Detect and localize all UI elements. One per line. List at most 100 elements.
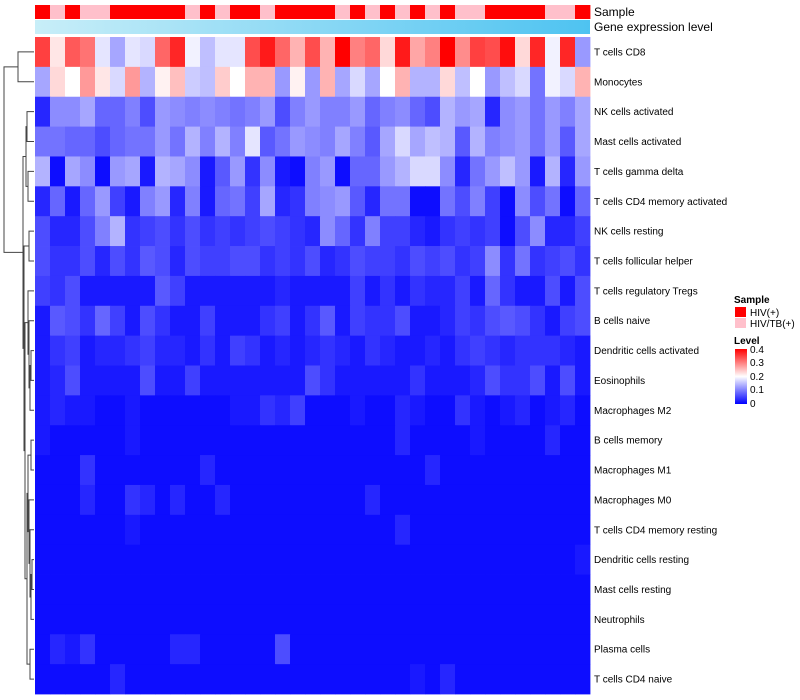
heatmap-cell	[95, 574, 111, 605]
heatmap-cell	[425, 216, 441, 247]
heatmap-cell	[530, 216, 546, 247]
heatmap-cell	[110, 574, 126, 605]
heatmap-cell	[230, 455, 246, 486]
heatmap-cell	[200, 156, 216, 187]
heatmap-cell	[50, 514, 66, 546]
heatmap-cell	[515, 216, 531, 247]
heatmap-cell	[140, 305, 156, 337]
heatmap-cell	[65, 425, 81, 456]
heatmap-cell	[380, 425, 396, 456]
heatmap-cell	[125, 664, 141, 695]
heatmap-cell	[350, 275, 366, 307]
heatmap-cell	[260, 186, 276, 217]
heatmap-cell	[485, 544, 501, 575]
heatmap-cell	[515, 66, 531, 98]
heatmap-cell	[365, 66, 381, 98]
heatmap-cell	[65, 484, 81, 516]
heatmap-cell	[50, 156, 66, 187]
heatmap-cell	[200, 305, 216, 337]
heatmap-cell	[125, 395, 141, 426]
heatmap-cell	[320, 246, 336, 277]
heatmap-cell	[260, 275, 276, 307]
heatmap-cell	[350, 156, 366, 187]
heatmap-cell	[110, 335, 126, 366]
heatmap-cell	[80, 664, 96, 695]
sample-cell	[185, 5, 201, 19]
heatmap-cell	[575, 664, 591, 695]
heatmap-cell	[440, 395, 456, 426]
heatmap-cell	[545, 246, 561, 277]
heatmap-cell	[560, 425, 576, 456]
row-label: Plasma cells	[594, 645, 650, 656]
sample-cell	[50, 5, 66, 19]
dendrogram-branch	[27, 170, 34, 202]
heatmap-cell	[425, 574, 441, 605]
heatmap-cell	[365, 544, 381, 575]
heatmap-cell	[320, 395, 336, 426]
heatmap-cell	[500, 634, 516, 665]
heatmap-cell	[245, 664, 261, 695]
heatmap-cell	[545, 335, 561, 366]
heatmap-cell	[320, 186, 336, 217]
heatmap-cell	[365, 425, 381, 456]
heatmap-cell	[155, 634, 171, 665]
heatmap-cell	[260, 37, 276, 68]
heatmap-cell	[425, 365, 441, 396]
heatmap-cell	[560, 455, 576, 486]
heatmap-cell	[260, 66, 276, 98]
heatmap-cell	[380, 395, 396, 426]
dendrogram-branch	[26, 111, 34, 143]
heatmap-cell	[245, 216, 261, 247]
heatmap-cell	[170, 664, 186, 695]
heatmap-cell	[485, 37, 501, 68]
heatmap-cell	[410, 514, 426, 546]
heatmap-cell	[545, 156, 561, 187]
heatmap-cell	[380, 484, 396, 516]
heatmap-cell	[575, 544, 591, 575]
heatmap-cell	[530, 246, 546, 277]
heatmap-cell	[80, 216, 96, 247]
heatmap-cell	[125, 96, 141, 127]
heatmap-cell	[410, 455, 426, 486]
heatmap-cell	[35, 634, 51, 665]
heatmap-cell	[170, 275, 186, 307]
sample-cell	[575, 5, 591, 19]
row-label: T cells follicular helper	[594, 256, 693, 267]
heatmap-cell	[515, 484, 531, 516]
heatmap-cell	[575, 156, 591, 187]
heatmap-cell	[200, 604, 216, 635]
heatmap-cell	[260, 395, 276, 426]
heatmap-cell	[365, 305, 381, 337]
heatmap-cell	[35, 335, 51, 366]
heatmap-cell	[530, 664, 546, 695]
heatmap-cell	[305, 574, 321, 605]
heatmap-cell	[95, 186, 111, 217]
heatmap-cell	[335, 246, 351, 277]
heatmap-cell	[425, 604, 441, 635]
row-label: T cells CD4 memory activated	[594, 197, 727, 208]
heatmap-cell	[275, 365, 291, 396]
heatmap-cell	[260, 664, 276, 695]
heatmap-cell	[515, 246, 531, 277]
heatmap-cell	[110, 66, 126, 98]
heatmap-cell	[200, 96, 216, 127]
heatmap-cell	[485, 96, 501, 127]
heatmap-cell	[95, 604, 111, 635]
heatmap-cell	[155, 275, 171, 307]
heatmap-cell	[65, 66, 81, 98]
heatmap-cell	[545, 365, 561, 396]
heatmap-cell	[80, 425, 96, 456]
heatmap-cell	[275, 455, 291, 486]
heatmap-cell	[485, 216, 501, 247]
heatmap-cell	[335, 156, 351, 187]
heatmap-cell	[140, 246, 156, 277]
heatmap-cell	[185, 604, 201, 635]
heatmap-cell	[395, 156, 411, 187]
heatmap-cell	[245, 514, 261, 546]
heatmap-cell	[410, 305, 426, 337]
heatmap-cell	[560, 305, 576, 337]
heatmap-cell	[410, 186, 426, 217]
heatmap-cell	[185, 126, 201, 157]
heatmap-cell	[125, 305, 141, 337]
heatmap-cell	[380, 126, 396, 157]
